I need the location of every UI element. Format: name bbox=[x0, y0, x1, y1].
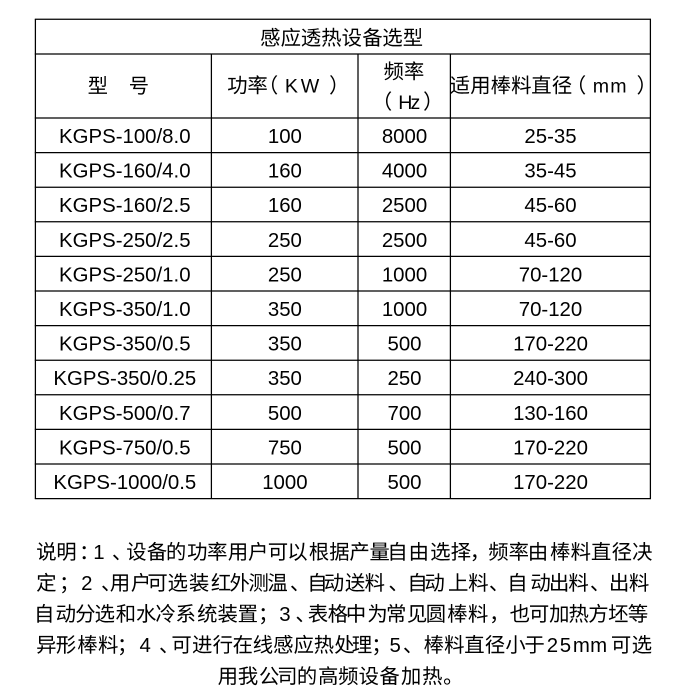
svg-text:1: 1 bbox=[93, 542, 104, 564]
svg-text:2500: 2500 bbox=[382, 195, 427, 217]
svg-text:KGPS-350/0.5: KGPS-350/0.5 bbox=[59, 334, 190, 356]
svg-text:350: 350 bbox=[268, 299, 302, 321]
svg-text:8000: 8000 bbox=[382, 126, 427, 148]
svg-text:45-60: 45-60 bbox=[524, 195, 576, 217]
svg-text:500: 500 bbox=[268, 403, 302, 425]
svg-text:KGPS-350/1.0: KGPS-350/1.0 bbox=[59, 299, 190, 321]
svg-text:2500: 2500 bbox=[382, 230, 427, 252]
svg-text:KGPS-350/0.25: KGPS-350/0.25 bbox=[53, 368, 196, 390]
svg-text:KGPS-250/2.5: KGPS-250/2.5 bbox=[59, 230, 190, 252]
svg-text:700: 700 bbox=[387, 403, 421, 425]
svg-text:160: 160 bbox=[268, 195, 302, 217]
svg-text:170-220: 170-220 bbox=[513, 472, 588, 494]
svg-text:m: m bbox=[590, 635, 607, 657]
svg-text:H: H bbox=[398, 92, 412, 114]
svg-text:W: W bbox=[301, 76, 320, 98]
svg-text:250: 250 bbox=[268, 264, 302, 286]
svg-text:3: 3 bbox=[279, 604, 290, 626]
svg-text:1000: 1000 bbox=[262, 472, 307, 494]
svg-text:100: 100 bbox=[268, 126, 302, 148]
svg-text:45-60: 45-60 bbox=[524, 230, 576, 252]
svg-text:z: z bbox=[411, 92, 421, 114]
svg-text:170-220: 170-220 bbox=[513, 334, 588, 356]
svg-text:KGPS-160/4.0: KGPS-160/4.0 bbox=[59, 161, 190, 183]
svg-text:25-35: 25-35 bbox=[524, 126, 576, 148]
svg-text:KGPS-100/8.0: KGPS-100/8.0 bbox=[59, 126, 190, 148]
svg-text:2: 2 bbox=[81, 573, 92, 595]
svg-text:1000: 1000 bbox=[382, 299, 427, 321]
svg-text:350: 350 bbox=[268, 334, 302, 356]
svg-text:5: 5 bbox=[390, 635, 401, 657]
svg-text:m: m bbox=[573, 635, 590, 657]
svg-text:2: 2 bbox=[547, 635, 558, 657]
svg-text:750: 750 bbox=[268, 437, 302, 459]
svg-text:500: 500 bbox=[387, 437, 421, 459]
svg-text:170-220: 170-220 bbox=[513, 437, 588, 459]
svg-text:KGPS-250/1.0: KGPS-250/1.0 bbox=[59, 264, 190, 286]
svg-text:35-45: 35-45 bbox=[524, 161, 576, 183]
svg-text:m: m bbox=[593, 76, 609, 98]
svg-text:4: 4 bbox=[140, 635, 151, 657]
svg-text:500: 500 bbox=[387, 472, 421, 494]
svg-text:350: 350 bbox=[268, 368, 302, 390]
svg-text:K: K bbox=[285, 76, 298, 98]
svg-text:250: 250 bbox=[387, 368, 421, 390]
svg-text:500: 500 bbox=[387, 334, 421, 356]
svg-text:KGPS-1000/0.5: KGPS-1000/0.5 bbox=[53, 472, 196, 494]
svg-text:70-120: 70-120 bbox=[519, 264, 583, 286]
svg-text:KGPS-160/2.5: KGPS-160/2.5 bbox=[59, 195, 190, 217]
svg-text:KGPS-500/0.7: KGPS-500/0.7 bbox=[59, 403, 190, 425]
svg-text:4000: 4000 bbox=[382, 161, 427, 183]
svg-text:KGPS-750/0.5: KGPS-750/0.5 bbox=[59, 437, 190, 459]
svg-text:130-160: 130-160 bbox=[513, 403, 588, 425]
svg-text:160: 160 bbox=[268, 161, 302, 183]
svg-text:250: 250 bbox=[268, 230, 302, 252]
svg-text:1000: 1000 bbox=[382, 264, 427, 286]
svg-text:m: m bbox=[610, 76, 626, 98]
svg-text:5: 5 bbox=[560, 635, 571, 657]
svg-text:240-300: 240-300 bbox=[513, 368, 588, 390]
svg-text:70-120: 70-120 bbox=[519, 299, 583, 321]
